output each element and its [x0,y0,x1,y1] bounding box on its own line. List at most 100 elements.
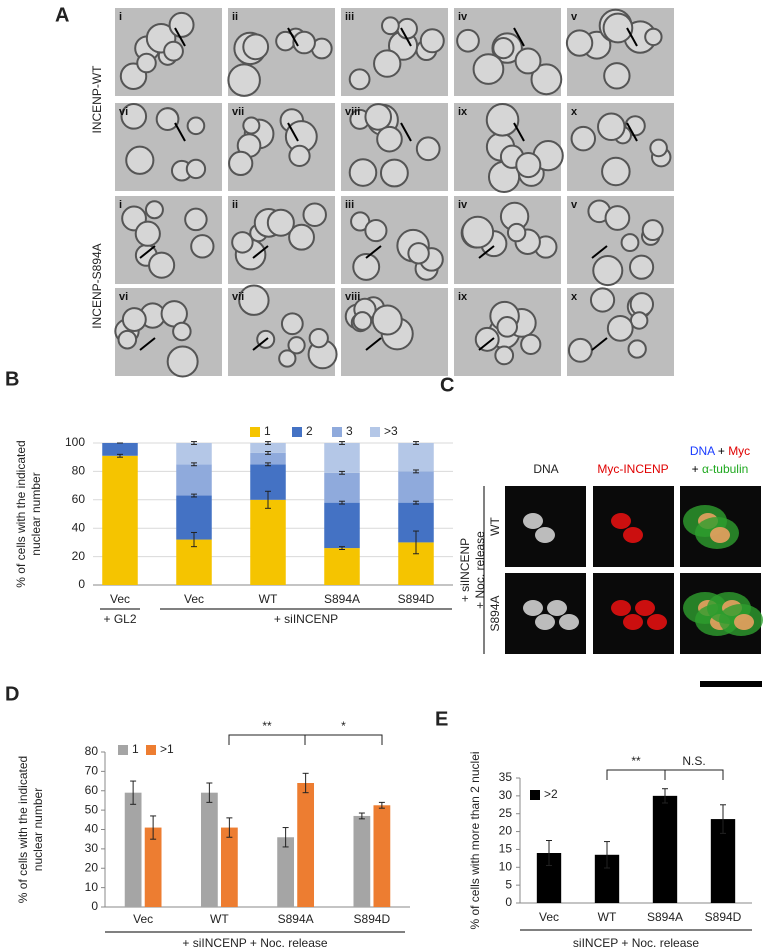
cell [606,314,634,342]
arrow [287,122,299,142]
y-tick-label: 80 [72,464,86,478]
significance-bracket [228,734,306,745]
y-tick-label: 10 [499,859,513,873]
micrograph [593,486,674,567]
error-bar [662,788,668,804]
legend-swatch [292,427,302,437]
arrow [400,122,412,142]
bar-segment [250,443,286,453]
y-tick-label: 60 [85,783,99,797]
error-bar [265,462,271,467]
error-bar [378,801,385,809]
significance-bracket [664,769,724,780]
cell [627,339,647,359]
significance-bracket [606,769,666,780]
cell [288,144,311,168]
micrograph [593,573,674,654]
panel-letter: D [5,683,19,705]
bar-segment [102,443,138,456]
cell [184,207,208,232]
frame-label: ix [458,291,468,303]
cell [530,63,563,96]
cell [231,231,254,254]
error-bar [339,500,345,505]
cell [485,103,520,137]
significance-label: * [341,719,346,733]
x-tick-label: WT [259,592,278,606]
row-label: INCENP-WT [90,65,104,134]
error-bar [130,780,137,805]
x-axis-label: siINCEP + Noc. release [573,936,699,950]
error-bar [339,546,345,550]
cell [348,68,371,91]
arrow [591,245,608,259]
frame-label: iv [458,199,468,211]
arrow [513,122,525,142]
cell [514,47,542,75]
y-tick-label: 30 [499,788,513,802]
arrow [626,122,638,142]
cell [287,336,306,355]
error-bar [206,782,213,803]
column-header: DNA + Myc [690,444,750,458]
error-bar [191,531,197,548]
cell [185,158,207,180]
arrow [400,27,412,47]
cell [308,327,329,349]
error-bar [358,812,365,820]
y-axis-label: % of cells with more than 2 nuclei [468,751,482,929]
frame-label: ix [458,106,468,118]
cell [407,242,430,265]
cell [461,215,495,249]
frame-label: x [571,106,578,118]
cell [515,152,542,179]
cell [172,321,192,342]
bar [144,827,162,907]
cell [589,287,616,313]
frame-label: vii [232,291,244,303]
frame-label: i [119,11,122,23]
y-axis-label-line: % of cells with more than 2 nuclei [468,751,482,929]
nucleus [523,513,543,529]
cell [494,345,515,366]
group-label: + GL2 [103,612,136,626]
cell [348,158,378,187]
significance-label: ** [631,754,641,768]
bar-segment [324,443,360,473]
column-header: Myc-INCENP [597,462,668,476]
legend-label: >3 [384,424,398,438]
x-tick-label: S894D [398,592,435,606]
header-part: + [692,462,702,476]
y-tick-label: 40 [72,520,86,534]
cell [125,145,155,175]
arrow [626,27,638,47]
x-tick-label: Vec [110,592,130,606]
error-bar [339,470,345,475]
bar-segment [250,499,286,585]
x-tick-label: S894A [324,592,360,606]
frame-label: v [571,11,578,23]
y-axis-label-line: nuclear number [31,788,45,871]
x-tick-label: S894D [354,912,391,926]
nucleus [535,614,555,630]
x-tick-label: Vec [184,592,204,606]
cell [380,16,400,36]
x-tick-label: WT [598,910,617,924]
legend-swatch [332,427,342,437]
cell [597,112,626,142]
cell [620,233,640,253]
significance-label: N.S. [682,754,705,768]
y-axis-label: % of cells with the indicatednuclear num… [16,756,45,903]
bar [200,792,218,907]
cell [238,284,270,316]
arrow [174,122,186,142]
cell [288,223,315,251]
cell [278,349,297,368]
arrow [287,27,299,47]
side-label-line: + siINCENP [458,538,472,602]
frame-label: iii [345,199,354,211]
bar-segment [324,472,360,503]
cell [641,219,664,242]
arrow [513,27,525,47]
cell [352,252,381,281]
